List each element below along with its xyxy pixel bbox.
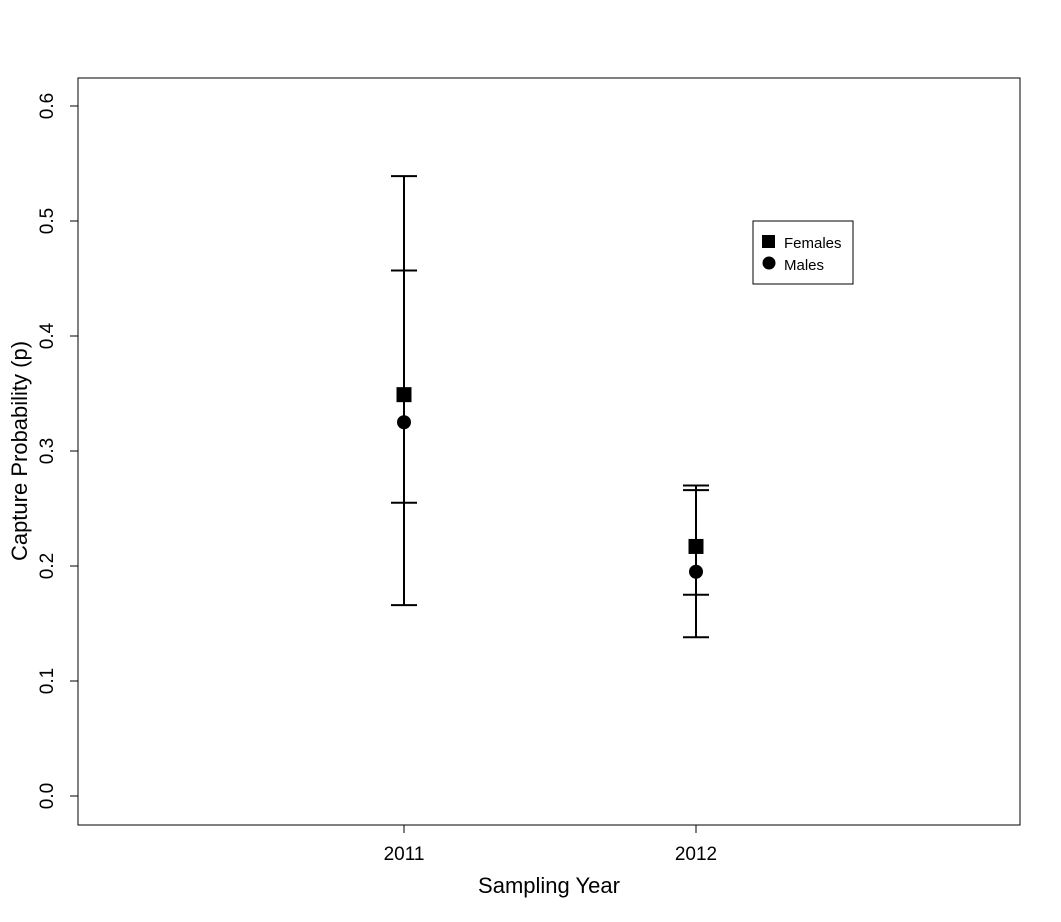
point-females-2011 [396, 387, 412, 403]
x-axis-title: Sampling Year [478, 873, 620, 898]
y-tick-label: 0.6 [37, 93, 58, 119]
x-tick-label: 2012 [675, 844, 717, 865]
legend-marker-females [762, 235, 775, 248]
point-males-2012 [689, 564, 703, 579]
y-tick-label: 0.0 [37, 783, 58, 809]
x-axis: 2011 2012 [384, 825, 717, 865]
y-tick-label: 0.3 [37, 438, 58, 464]
legend-marker-males [762, 256, 776, 270]
error-bars [391, 175, 709, 639]
x-tick-label: 2011 [384, 844, 425, 865]
data-points [396, 387, 704, 579]
plot-frame [77, 77, 1021, 826]
legend-box [752, 220, 854, 285]
y-axis: 0.0 0.1 0.2 0.3 0.4 0.5 0.6 [37, 93, 78, 809]
legend-label-females: Females [784, 235, 842, 252]
y-tick-label: 0.2 [37, 553, 58, 579]
point-females-2012 [688, 538, 704, 554]
y-axis-title: Capture Probability (p) [7, 341, 32, 561]
legend-label-males: Males [784, 257, 824, 274]
legend: Females Males [752, 220, 854, 285]
y-tick-label: 0.4 [37, 322, 58, 349]
point-males-2011 [397, 415, 411, 430]
y-tick-label: 0.1 [37, 668, 58, 694]
y-tick-label: 0.5 [37, 208, 58, 234]
